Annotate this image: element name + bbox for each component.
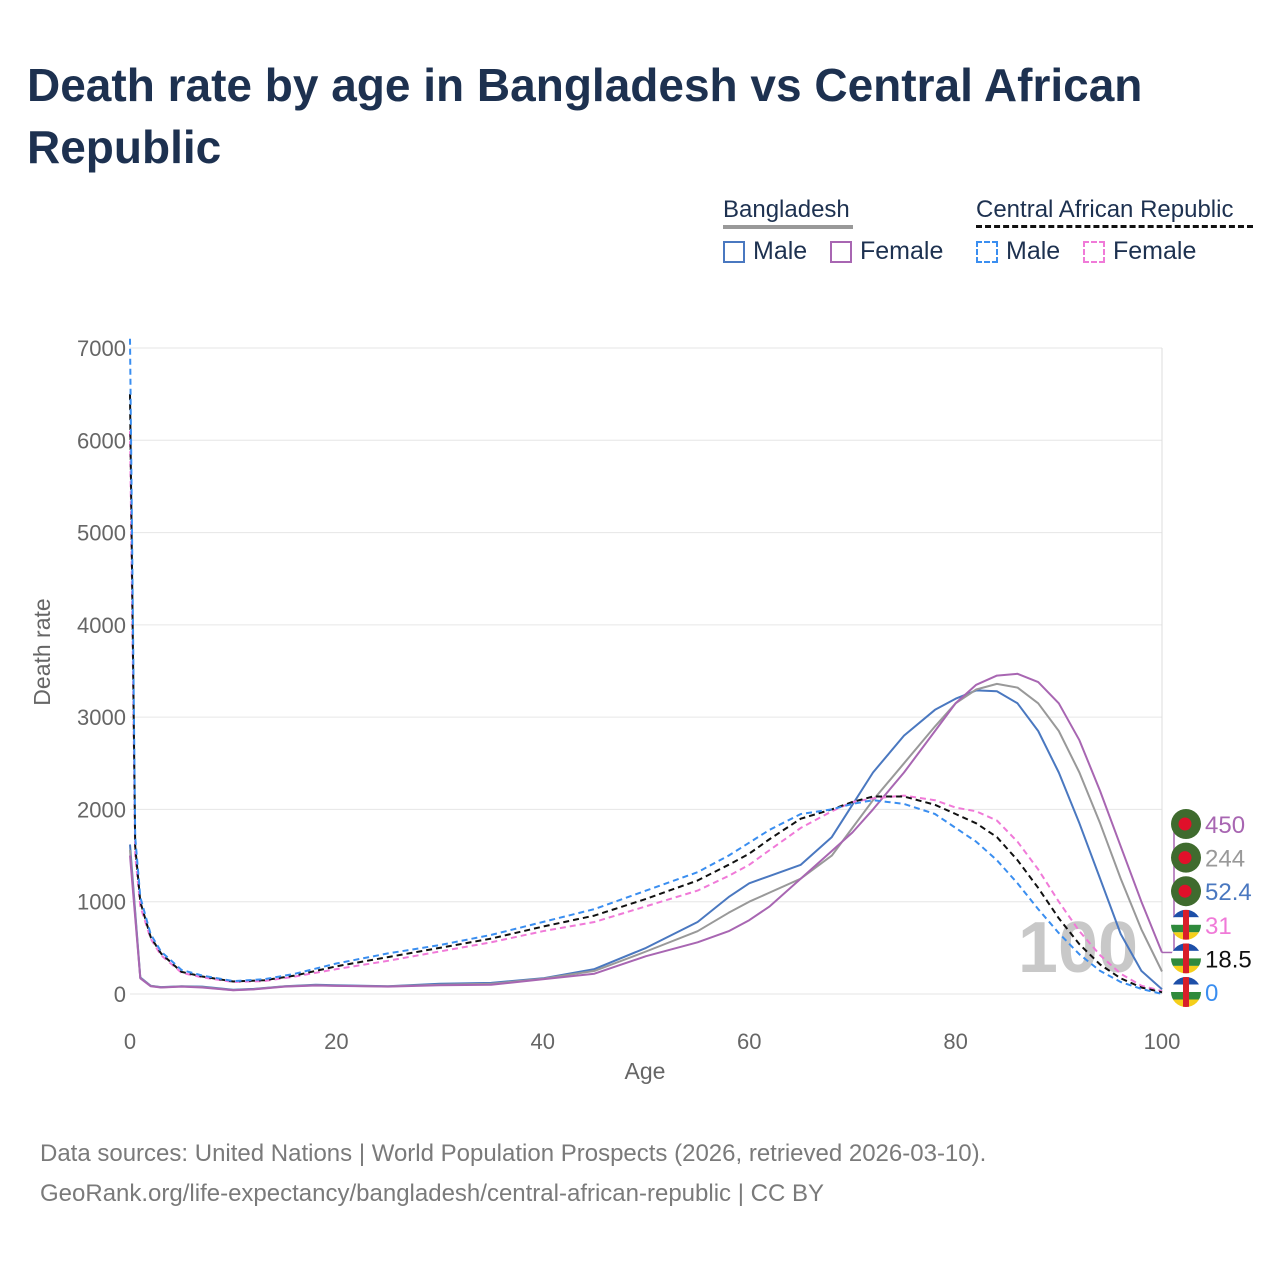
end-value-label: 52.4 [1205,879,1252,906]
end-label-4: 18.5 [1171,943,1252,974]
end-label-3: 31 [1171,909,1232,940]
footer-link[interactable]: GeoRank.org/life-expectancy/bangladesh/c… [40,1180,824,1207]
end-value-label: 244 [1205,846,1245,873]
legend-label: Male [1006,237,1061,265]
legend-label: Male [753,237,808,265]
x-tick-labels: 0 20 40 60 80 100 [124,1029,1180,1054]
legend-swatch-car-female [1083,240,1105,263]
end-value-label: 0 [1205,980,1218,1007]
x-tick-label: 20 [324,1029,348,1054]
legend-swatch-car-male [976,240,998,263]
series-line-bangladesh-female[interactable] [129,672,1163,992]
series-line-bangladesh-total[interactable] [129,682,1163,992]
legend-item-bangladesh-female[interactable]: Female [830,237,943,266]
legend-label: Female [1113,237,1197,265]
legend-label: Female [860,237,944,265]
x-axis-label: Age [625,1058,666,1084]
end-value-label: 18.5 [1205,946,1252,973]
flag-disc [1178,884,1192,898]
x-tick-label: 80 [943,1029,967,1054]
y-tick-label: 2000 [77,797,126,822]
x-tick-label: 60 [737,1029,761,1054]
legend-item-car-female[interactable]: Female [1083,237,1196,266]
car-flag-icon [1171,977,1201,1007]
end-value-label: 31 [1205,913,1232,940]
y-tick-label: 5000 [77,521,126,546]
legend-swatch-bangladesh-female [830,240,852,263]
y-tick-label: 0 [114,982,126,1007]
gridlines [130,347,1163,995]
x-tick-label: 40 [531,1029,555,1054]
series-line-central-african-republic-male[interactable] [129,338,1163,995]
legend-item-bangladesh-male[interactable]: Male [723,237,807,266]
y-tick-label: 4000 [77,613,126,638]
hover-age-label: 100 [1018,908,1138,988]
end-label-2: 52.4 [1171,876,1252,907]
y-tick-label: 7000 [77,336,126,361]
legend-underline-bangladesh [723,225,853,229]
legend-item-car-male[interactable]: Male [976,237,1060,266]
y-tick-labels: 0 1000 2000 3000 4000 5000 6000 7000 [77,336,126,1007]
flag-disc [1178,817,1192,831]
footer-source: Data sources: United Nations | World Pop… [40,1140,987,1167]
y-tick-label: 1000 [77,890,126,915]
x-tick-label: 100 [1144,1029,1181,1054]
legend-underline-car [976,225,1253,228]
car-flag-icon [1171,909,1201,940]
legend-group-bangladesh: Bangladesh [723,196,850,223]
y-tick-label: 6000 [77,428,126,453]
end-label-0: 450 [1171,809,1245,839]
y-axis-label: Death rate [29,598,55,705]
series-line-central-african-republic-female[interactable] [129,431,1163,993]
series-line-central-african-republic-total[interactable] [129,394,1163,994]
car-flag-icon [1171,943,1201,974]
legend-swatch-bangladesh-male [723,240,745,263]
x-tick-label: 0 [124,1029,136,1054]
series-line-bangladesh-male[interactable] [129,689,1163,991]
flag-disc [1178,851,1192,865]
end-label-1: 244 [1171,842,1245,873]
end-label-5: 0 [1171,977,1218,1007]
y-tick-label: 3000 [77,705,126,730]
end-labels: 450 244 52.4 31 18.5 0 [1162,809,1252,1007]
series-lines [129,338,1163,995]
chart-title: Death rate by age in Bangladesh vs Centr… [27,59,1143,173]
end-value-label: 450 [1205,812,1245,839]
legend-group-car: Central African Republic [976,196,1234,223]
